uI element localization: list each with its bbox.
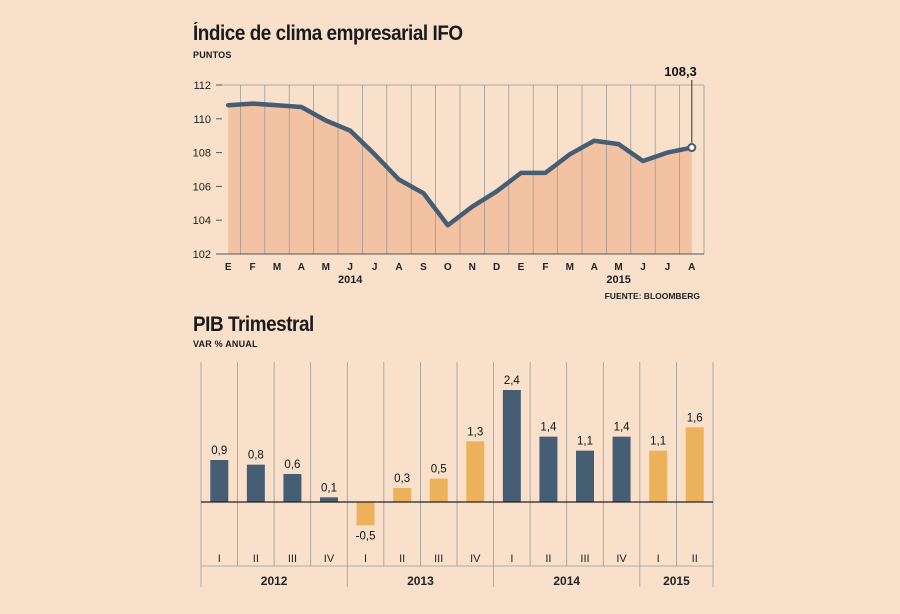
pib-bar-value-label: 0,9 [211,445,227,457]
ifo-month-label: E [225,262,232,273]
pib-bar-value-label: 0,8 [248,450,264,462]
pib-quarter-label: II [253,553,259,565]
ifo-month-label: A [395,262,402,273]
pib-bar [320,497,338,502]
pib-bar-value-label: 0,6 [284,459,300,471]
ifo-month-label: J [347,262,353,273]
pib-bar-value-label: 1,6 [687,412,703,424]
pib-year-label: 2012 [261,574,288,588]
pib-bar-value-label: -0,5 [356,530,376,542]
ifo-last-value-label: 108,3 [664,64,697,79]
pib-quarter-label: I [218,553,221,565]
ifo-chart-title: Índice de clima empresarial IFO [193,22,463,45]
ifo-last-data-point [687,143,697,153]
ifo-month-label: J [665,262,671,273]
pib-chart-title: PIB Trimestral [193,313,314,336]
pib-quarter-label: I [364,553,367,565]
pib-quarter-label: II [545,553,551,565]
ifo-month-label: E [518,262,525,273]
ifo-month-label: M [322,262,330,273]
ifo-month-label: S [420,262,427,273]
pib-bar-value-label: 0,5 [431,464,447,476]
pib-bar [685,427,704,502]
ifo-y-tick-label: 106 [193,181,211,193]
pib-quarter-label: II [692,553,698,565]
ifo-month-label: D [493,262,500,273]
ifo-y-tick-label: 104 [193,215,211,227]
ifo-month-label: A [591,262,598,273]
pib-bar-value-label: 1,3 [467,426,483,438]
ifo-y-tick-label: 108 [193,148,211,160]
pib-bar-value-label: 0,3 [394,473,410,485]
pib-bar [356,502,375,526]
pib-bar-value-label: 2,4 [504,375,521,387]
pib-bar [612,436,631,502]
ifo-series-line [225,101,695,228]
ifo-month-label: M [614,262,622,273]
pib-bar [466,441,485,502]
pib-quarter-label: I [510,553,513,565]
pib-bar [429,478,448,502]
ifo-month-label: A [298,262,305,273]
pib-bar [502,390,521,502]
pib-quarter-label: I [657,553,660,565]
ifo-month-label: N [469,262,476,273]
ifo-y-tick-label: 112 [193,80,211,92]
pib-bar-value-label: 1,4 [540,422,557,434]
ifo-y-tick-label: 102 [193,249,211,261]
pib-chart-subtitle: VAR % ANUAL [193,339,258,349]
ifo-month-label: J [372,262,378,273]
pib-bar-value-label: 1,4 [614,422,631,434]
ifo-month-label: M [273,262,281,273]
pib-quarter-label: III [434,553,443,565]
pib-quarter-label: III [580,553,589,565]
pib-bar [649,450,668,502]
pib-bar [393,488,412,502]
pib-bar-value-label: 0,1 [321,482,337,494]
pib-bar [539,436,558,502]
pib-bar [246,464,265,502]
ifo-month-label: F [542,262,548,273]
ifo-year-label: 2015 [606,274,630,286]
ifo-month-label: A [688,262,695,273]
pib-quarter-label: II [399,553,405,565]
pib-year-label: 2015 [663,574,690,588]
ifo-month-label: O [444,262,452,273]
ifo-source-note: FUENTE: BLOOMBERG [605,291,701,301]
pib-year-label: 2013 [407,574,434,588]
pib-quarter-label: IV [470,553,481,565]
ifo-year-label: 2014 [338,274,363,286]
pib-bar-value-label: 1,1 [650,436,666,448]
pib-bar [210,460,229,502]
pib-quarter-label: IV [324,553,335,565]
ifo-area [228,103,692,254]
ifo-month-label: J [640,262,646,273]
pib-bar-value-label: 1,1 [577,436,593,448]
ifo-y-tick-label: 110 [193,114,211,126]
ifo-month-label: F [250,262,256,273]
pib-bar [283,474,302,502]
pib-quarter-label: III [288,553,297,565]
ifo-month-label: M [566,262,574,273]
pib-year-label: 2014 [553,574,580,588]
ifo-chart: 102 104 106 108 110 112 108,3 E F M A M J J A S O N D E F M A M… [193,64,705,301]
pib-quarter-label: IV [616,553,627,565]
ifo-chart-subtitle: PUNTOS [193,50,232,60]
pib-bar [576,450,594,502]
